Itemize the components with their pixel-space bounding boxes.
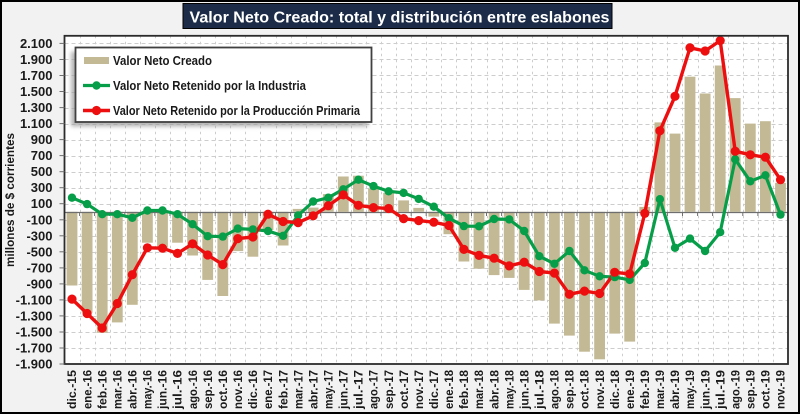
svg-text:sep.-19: sep.-19	[744, 370, 758, 409]
svg-text:1.100: 1.100	[20, 116, 53, 131]
svg-text:mar.-17: mar.-17	[291, 370, 305, 409]
svg-text:nov.-16: nov.-16	[231, 370, 245, 409]
svg-text:1.900: 1.900	[20, 52, 53, 67]
svg-text:feb.-19: feb.-19	[638, 370, 652, 409]
svg-text:-500: -500	[26, 244, 52, 259]
svg-text:jun.-18: jun.-18	[517, 370, 531, 410]
svg-text:oct.-18: oct.-18	[578, 370, 592, 409]
svg-text:millones de $ corrientes: millones de $ corrientes	[5, 133, 17, 267]
svg-text:-1.900: -1.900	[16, 357, 53, 372]
svg-text:mar.-19: mar.-19	[653, 370, 667, 409]
svg-text:1.700: 1.700	[20, 68, 53, 83]
svg-text:mar.-18: mar.-18	[472, 370, 486, 409]
svg-text:oct.-17: oct.-17	[397, 370, 411, 409]
svg-text:nov.-18: nov.-18	[593, 370, 607, 409]
svg-text:ene.-18: ene.-18	[442, 370, 456, 409]
svg-text:ene.-16: ene.-16	[80, 370, 94, 409]
svg-text:-1.700: -1.700	[16, 341, 53, 356]
svg-text:Valor Neto Creado: Valor Neto Creado	[113, 54, 212, 68]
svg-text:may.-17: may.-17	[322, 370, 336, 409]
svg-text:-900: -900	[26, 276, 52, 291]
svg-text:may.-19: may.-19	[683, 370, 697, 409]
svg-text:jul.-16: jul.-16	[171, 370, 185, 410]
svg-text:-1.500: -1.500	[16, 325, 53, 340]
svg-text:Valor Neto Creado: total y dis: Valor Neto Creado: total y distribución …	[190, 9, 610, 26]
svg-text:sep.-16: sep.-16	[201, 370, 215, 409]
svg-text:sep.-18: sep.-18	[563, 370, 577, 409]
svg-text:mar.-16: mar.-16	[111, 370, 125, 409]
svg-text:oct.-16: oct.-16	[216, 370, 230, 409]
svg-text:700: 700	[31, 148, 53, 163]
svg-text:jul.-19: jul.-19	[713, 370, 727, 410]
svg-text:ago.-17: ago.-17	[367, 370, 381, 409]
svg-text:sep.-17: sep.-17	[382, 370, 396, 409]
svg-text:ago.-16: ago.-16	[186, 370, 200, 409]
svg-text:jun.-16: jun.-16	[156, 370, 170, 410]
svg-text:1.500: 1.500	[20, 84, 53, 99]
svg-text:ago.-18: ago.-18	[548, 370, 562, 409]
svg-text:ene.-19: ene.-19	[623, 370, 637, 409]
svg-text:500: 500	[31, 164, 53, 179]
svg-text:300: 300	[31, 180, 53, 195]
svg-text:abr.-17: abr.-17	[306, 370, 320, 409]
svg-text:abr.-18: abr.-18	[487, 370, 501, 409]
svg-text:-1.300: -1.300	[16, 308, 53, 323]
svg-text:jul.-17: jul.-17	[352, 370, 366, 410]
svg-text:abr.-19: abr.-19	[668, 370, 682, 409]
svg-text:Valor Neto Retenido por la Ind: Valor Neto Retenido por la Industria	[113, 79, 307, 93]
svg-text:jun.-17: jun.-17	[337, 370, 351, 410]
svg-text:feb.-16: feb.-16	[95, 370, 109, 409]
svg-text:Valor Neto Retenido por la Pro: Valor Neto Retenido por la Producción Pr…	[113, 104, 361, 118]
svg-text:900: 900	[31, 132, 53, 147]
svg-text:dic.-16: dic.-16	[246, 370, 260, 409]
svg-text:abr.-16: abr.-16	[126, 370, 140, 409]
svg-text:may.-16: may.-16	[141, 370, 155, 409]
svg-text:ene.-17: ene.-17	[261, 370, 275, 409]
svg-text:2.100: 2.100	[20, 36, 53, 51]
svg-text:dic.-17: dic.-17	[427, 370, 441, 409]
svg-text:jul.-18: jul.-18	[533, 370, 547, 410]
svg-text:-300: -300	[26, 228, 52, 243]
svg-text:jun.-19: jun.-19	[698, 370, 712, 410]
svg-text:1.300: 1.300	[20, 100, 53, 115]
svg-text:-100: -100	[26, 212, 52, 227]
svg-text:feb.-18: feb.-18	[457, 370, 471, 409]
svg-text:nov.-19: nov.-19	[774, 370, 788, 409]
svg-text:oct.-19: oct.-19	[759, 370, 773, 409]
svg-text:ago.-19: ago.-19	[728, 370, 742, 409]
svg-text:nov.-17: nov.-17	[412, 370, 426, 409]
svg-text:-1.100: -1.100	[16, 292, 53, 307]
svg-text:may.-18: may.-18	[502, 370, 516, 409]
svg-text:dic.-15: dic.-15	[65, 370, 79, 409]
svg-text:100: 100	[31, 196, 53, 211]
svg-text:-700: -700	[26, 260, 52, 275]
svg-text:feb.-17: feb.-17	[276, 370, 290, 409]
svg-text:dic.-18: dic.-18	[608, 370, 622, 409]
